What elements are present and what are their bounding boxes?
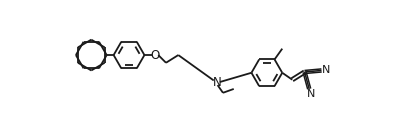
Text: N: N (212, 75, 221, 88)
Text: N: N (306, 89, 314, 99)
Text: N: N (321, 65, 330, 75)
Text: O: O (150, 49, 160, 62)
